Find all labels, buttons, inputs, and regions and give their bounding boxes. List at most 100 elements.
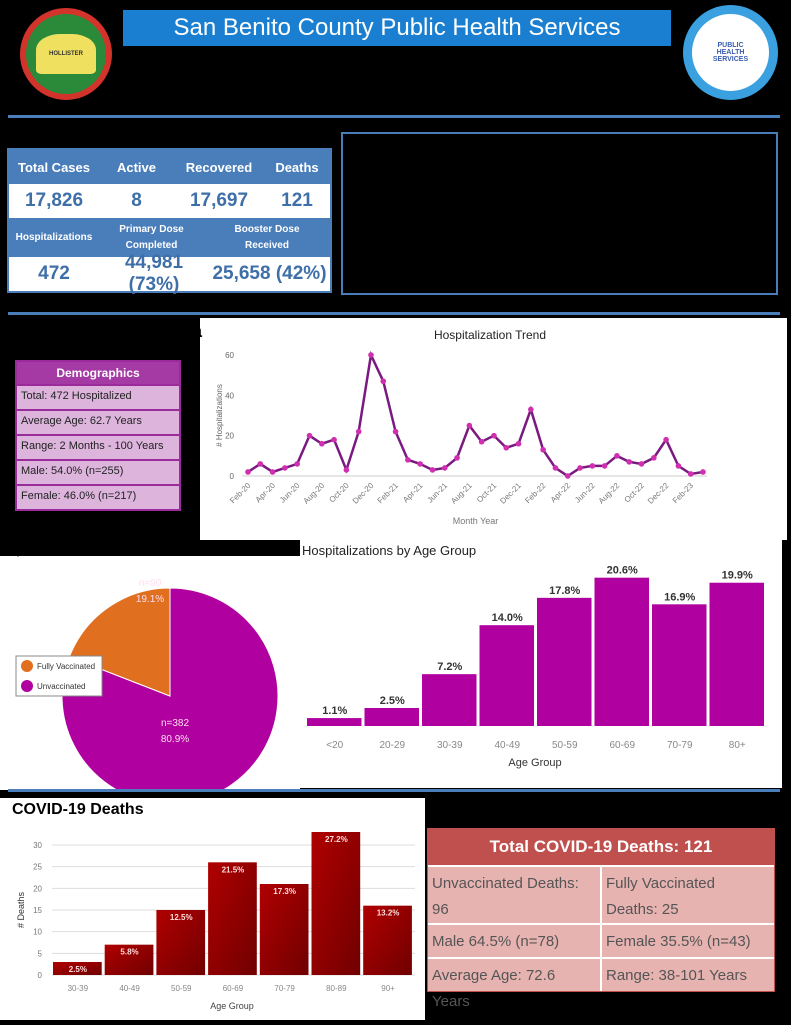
bar <box>311 832 361 975</box>
y-tick-label: 5 <box>38 949 43 958</box>
demographics-item: Female: 46.0% (n=217) <box>17 484 179 509</box>
unvaccinated-deaths: Unvaccinated Deaths: 96 <box>432 875 579 918</box>
data-point <box>245 469 251 475</box>
label-total-cases: Total Cases <box>17 159 90 175</box>
x-tick-label: 30-39 <box>437 740 463 751</box>
label-recovered: Recovered <box>185 159 253 175</box>
x-tick-label: 60-69 <box>223 984 244 993</box>
slice-label: n=382 <box>161 718 190 729</box>
empty-panel <box>341 132 778 295</box>
data-label: 13.2% <box>377 909 400 918</box>
y-tick-label: 25 <box>33 863 42 872</box>
x-tick-label: Dec-20 <box>351 481 376 506</box>
y-tick-label: 0 <box>38 971 43 980</box>
data-point <box>355 428 362 435</box>
data-label: 12.5% <box>170 913 193 922</box>
data-point <box>515 440 522 447</box>
y-tick-label: 30 <box>33 841 42 850</box>
bar <box>208 862 257 975</box>
x-tick-label: Oct-20 <box>327 481 351 505</box>
x-tick-label: Feb-21 <box>376 481 401 506</box>
bar <box>537 597 592 726</box>
bar <box>652 604 707 726</box>
data-point <box>528 406 534 413</box>
data-label: 2.5% <box>380 695 405 707</box>
slice-label: 19.1% <box>136 594 164 605</box>
x-tick-label: Jun-21 <box>426 481 450 505</box>
vaccinated-deaths: Fully Vaccinated Deaths: 25 <box>600 867 774 923</box>
x-tick-label: 50-59 <box>171 984 192 993</box>
x-tick-label: 90+ <box>381 984 395 993</box>
data-point <box>331 436 337 443</box>
bar <box>104 944 154 975</box>
data-point <box>540 446 546 453</box>
demographics-item: Average Age: 62.7 Years <box>17 409 179 434</box>
x-tick-label: 30-39 <box>68 984 89 993</box>
county-seal-logo: HOLLISTER <box>20 8 112 100</box>
section-title-fragment: ta <box>186 321 203 341</box>
data-point <box>306 432 313 439</box>
data-point <box>614 453 620 459</box>
label-hospitalizations: Hospitalizations <box>15 231 93 243</box>
data-label: 17.8% <box>549 585 580 597</box>
data-point <box>564 473 571 479</box>
chart-title: COVID-19 Deaths <box>12 801 144 818</box>
data-point <box>577 465 583 471</box>
data-point <box>429 467 436 473</box>
data-point <box>318 440 325 447</box>
hospitalization-trend-chart: ta Hospitalization Trend 0 20 40 60 # Hospita… <box>186 318 787 540</box>
data-point <box>700 469 706 475</box>
value-primary-dose: 44,981 (73%) <box>124 252 184 295</box>
bar <box>259 884 309 975</box>
data-point <box>417 461 423 467</box>
bar <box>364 708 419 726</box>
data-point <box>343 467 350 473</box>
y-tick-label: 20 <box>225 432 234 441</box>
divider <box>8 115 780 118</box>
y-tick-label: 40 <box>225 391 234 400</box>
x-tick-label: Aug-21 <box>449 481 474 506</box>
data-point <box>491 432 497 439</box>
x-tick-label: Apr-21 <box>401 481 425 505</box>
x-tick-label: Jun-20 <box>278 481 302 505</box>
page-title: San Benito County Public Health Services <box>123 10 671 46</box>
data-label: 16.9% <box>664 591 695 603</box>
divider <box>8 312 780 315</box>
value-active: 8 <box>131 190 142 211</box>
data-point <box>589 463 596 469</box>
x-tick-label: Jun-22 <box>573 481 597 505</box>
x-tick-label: 70-79 <box>274 984 295 993</box>
x-tick-label: Apr-22 <box>549 481 573 505</box>
bar <box>363 905 412 975</box>
label-active: Active <box>116 159 157 175</box>
x-tick-label: 40-49 <box>119 984 140 993</box>
label-booster-dose: Booster Dose Received <box>234 223 300 251</box>
legend-swatch <box>21 660 33 672</box>
y-tick-label: 15 <box>33 906 42 915</box>
data-point <box>282 465 288 471</box>
x-tick-label: Aug-22 <box>597 481 622 506</box>
data-point <box>675 463 682 469</box>
bar <box>422 674 477 726</box>
x-axis-label: Month Year <box>453 516 499 526</box>
data-point <box>466 422 473 429</box>
bar <box>709 582 764 726</box>
x-axis-label: Age Group <box>210 1001 254 1011</box>
x-tick-label: 80-89 <box>326 984 347 993</box>
data-point <box>478 438 485 445</box>
data-point <box>552 465 559 471</box>
age-group-chart: Hospitalizations by Age Group 1.1% <20 2.5%… <box>300 540 782 788</box>
x-tick-label: Oct-21 <box>475 481 499 505</box>
value-booster-dose: 25,658 (42%) <box>212 263 327 284</box>
x-tick-label: Oct-22 <box>623 481 647 505</box>
data-label: 14.0% <box>492 612 523 624</box>
age-range: Range: 38-101 Years <box>600 959 774 991</box>
data-label: 2.5% <box>69 965 87 974</box>
value-hospitalizations: 472 <box>38 263 70 284</box>
data-label: 7.2% <box>437 661 462 673</box>
data-point <box>626 459 633 465</box>
y-tick-label: 0 <box>230 472 235 481</box>
male-deaths: Male 64.5% (n=78) <box>432 933 560 950</box>
x-tick-label: Feb-22 <box>523 481 548 506</box>
average-age: Average Age: 72.6 Years <box>432 967 556 1010</box>
